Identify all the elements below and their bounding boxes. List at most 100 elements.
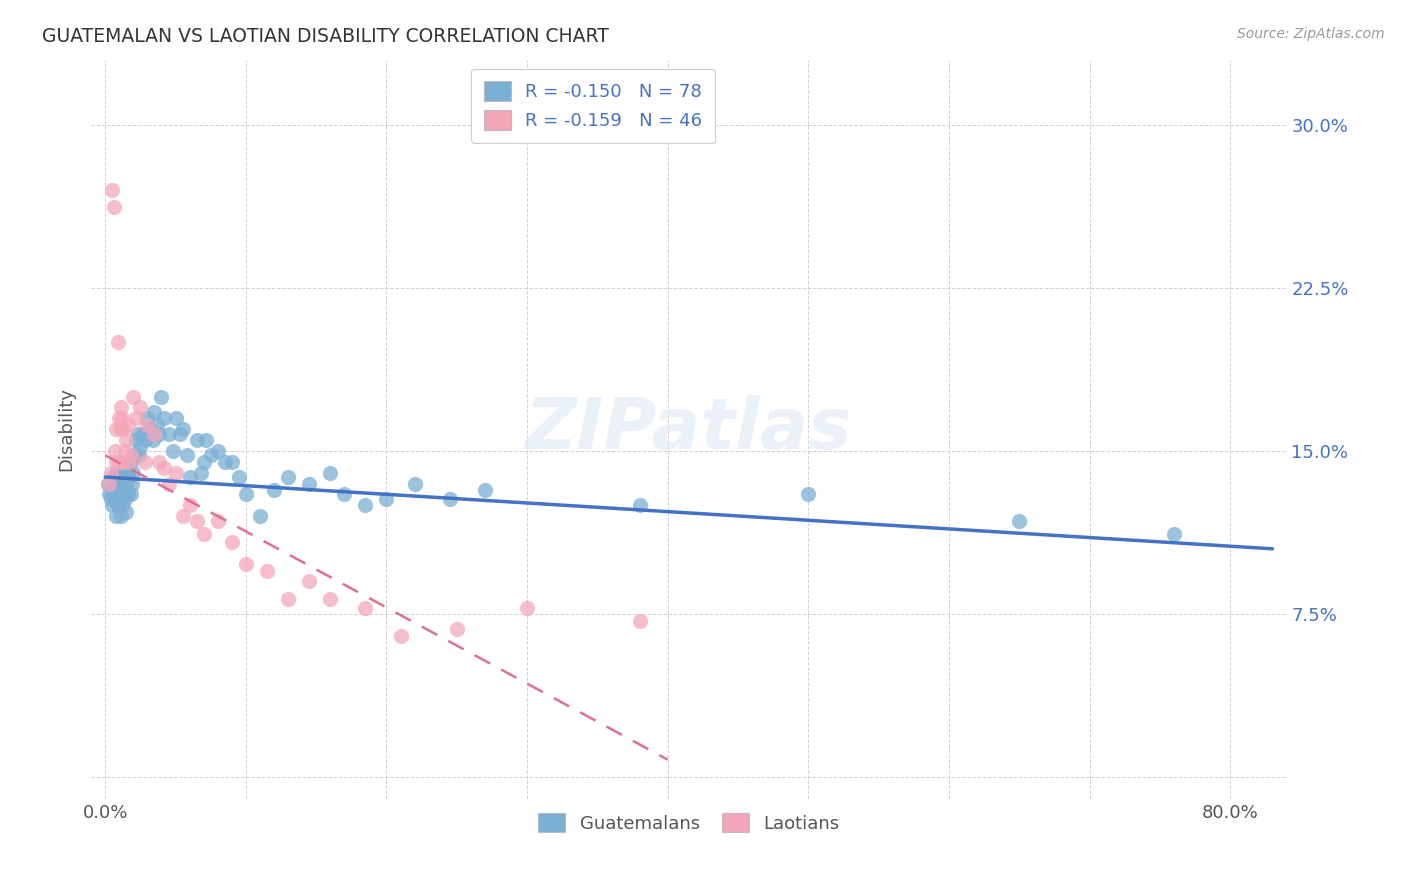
Point [115, 433, 138, 447]
Point [143, 426, 166, 441]
Point [319, 466, 342, 480]
Point [142, 433, 165, 447]
Point [162, 444, 184, 458]
Point [117, 417, 139, 432]
Point [125, 433, 148, 447]
Point [120, 448, 142, 462]
Point [298, 476, 321, 491]
Point [134, 455, 156, 469]
Point [111, 411, 134, 425]
Point [148, 455, 170, 469]
Point [179, 498, 201, 512]
Point [277, 591, 299, 606]
Point [114, 461, 136, 475]
Point [228, 470, 250, 484]
Point [157, 426, 180, 441]
Point [179, 470, 201, 484]
Point [354, 498, 377, 512]
Point [136, 417, 159, 432]
Point [221, 455, 243, 469]
Point [112, 470, 135, 484]
Point [128, 448, 150, 462]
Point [474, 483, 496, 497]
Point [121, 476, 143, 491]
Point [124, 448, 146, 462]
Point [1163, 526, 1185, 541]
Point [104, 481, 127, 495]
Point [263, 483, 285, 497]
Point [105, 466, 128, 480]
Point [200, 448, 222, 462]
Point [118, 470, 141, 484]
Point [628, 498, 651, 512]
Text: GUATEMALAN VS LAOTIAN DISABILITY CORRELATION CHART: GUATEMALAN VS LAOTIAN DISABILITY CORRELA… [42, 27, 609, 45]
Point [176, 448, 198, 462]
Point [120, 455, 142, 469]
Point [117, 487, 139, 501]
Point [108, 455, 131, 469]
Point [98, 487, 121, 501]
Point [115, 476, 138, 491]
Point [298, 574, 321, 589]
Legend: Guatemalans, Laotians: Guatemalans, Laotians [526, 800, 852, 846]
Point [446, 622, 468, 636]
Point [111, 455, 134, 469]
Point [111, 498, 134, 512]
Point [186, 433, 208, 447]
Point [105, 509, 128, 524]
Point [190, 466, 212, 480]
Point [110, 401, 132, 415]
Point [148, 426, 170, 441]
Point [120, 487, 142, 501]
Point [127, 426, 149, 441]
Point [103, 470, 125, 484]
Point [153, 411, 176, 425]
Point [375, 491, 398, 506]
Point [277, 470, 299, 484]
Point [112, 487, 135, 501]
Point [105, 455, 128, 469]
Point [136, 411, 159, 425]
Text: Source: ZipAtlas.com: Source: ZipAtlas.com [1237, 27, 1385, 41]
Point [98, 476, 121, 491]
Point [110, 422, 132, 436]
Point [172, 509, 194, 524]
Point [146, 417, 169, 432]
Point [207, 444, 229, 458]
Point [110, 483, 132, 497]
Point [169, 426, 191, 441]
Point [122, 466, 145, 480]
Point [125, 411, 148, 425]
Point [114, 444, 136, 458]
Point [256, 564, 278, 578]
Point [249, 509, 271, 524]
Point [235, 487, 257, 501]
Point [115, 505, 138, 519]
Point [97, 476, 120, 491]
Point [221, 535, 243, 549]
Point [153, 461, 176, 475]
Point [193, 455, 215, 469]
Point [129, 401, 152, 415]
Point [104, 444, 127, 458]
Point [107, 498, 129, 512]
Point [193, 526, 215, 541]
Point [101, 483, 124, 497]
Point [107, 487, 129, 501]
Point [389, 629, 412, 643]
Point [165, 466, 187, 480]
Point [105, 422, 128, 436]
Point [129, 440, 152, 454]
Point [150, 390, 173, 404]
Point [100, 491, 122, 506]
Point [404, 476, 426, 491]
Text: ZIPatlas: ZIPatlas [526, 395, 852, 464]
Point [107, 335, 129, 350]
Point [112, 422, 135, 436]
Point [117, 466, 139, 480]
Point [628, 614, 651, 628]
Point [134, 433, 156, 447]
Point [319, 591, 342, 606]
Point [139, 422, 162, 436]
Point [439, 491, 461, 506]
